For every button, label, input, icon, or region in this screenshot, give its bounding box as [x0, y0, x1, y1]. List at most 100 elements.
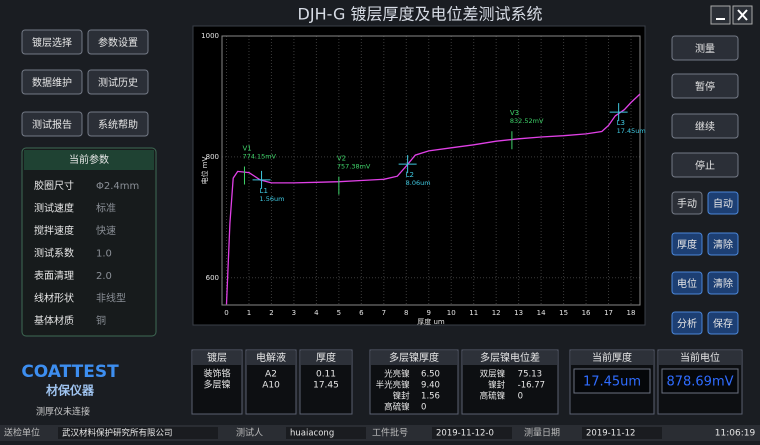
button[interactable]	[87, 111, 149, 137]
x-tick-label: 0	[224, 309, 228, 317]
status-field	[582, 427, 662, 439]
plot-area	[221, 35, 641, 306]
info-value: 0	[518, 392, 523, 402]
button-label: 暂停	[695, 80, 715, 93]
button[interactable]	[671, 73, 739, 99]
readout-box	[573, 368, 651, 394]
close-icon	[737, 9, 748, 21]
button-label: 清除	[713, 277, 733, 290]
button[interactable]	[671, 191, 703, 215]
info-value: A2	[265, 370, 277, 380]
x-tick-label: 15	[559, 309, 568, 317]
info-panel-title: 多层镍电位差	[480, 351, 540, 364]
x-tick-label: 4	[314, 309, 319, 317]
button[interactable]	[87, 29, 149, 55]
button-label: 电位	[677, 277, 697, 290]
param-label: 测试速度	[34, 202, 74, 215]
app-title: DJH-G 镀层厚度及电位差测试系统	[298, 5, 543, 24]
x-tick-label: 7	[382, 309, 386, 317]
logo-brand: COATTEST	[21, 362, 119, 382]
info-panel-header	[463, 351, 557, 365]
button[interactable]	[21, 29, 83, 55]
info-value: 6.50	[421, 370, 440, 380]
button[interactable]	[707, 232, 739, 256]
info-panel-header	[571, 351, 653, 365]
button[interactable]	[707, 311, 739, 335]
button[interactable]	[671, 113, 739, 139]
info-label: 高硫镍	[480, 391, 506, 402]
button[interactable]	[671, 35, 739, 61]
info-panel-header	[371, 351, 457, 365]
x-tick-label: 12	[492, 309, 501, 317]
button[interactable]	[21, 69, 83, 95]
x-tick-label: 3	[292, 309, 296, 317]
button-label: 参数设置	[98, 36, 138, 49]
button-label: 分析	[677, 317, 697, 330]
x-tick-label: 11	[469, 309, 478, 317]
button[interactable]	[671, 232, 703, 256]
param-label: 测试系数	[34, 247, 74, 260]
info-value: 0	[421, 403, 426, 413]
info-value: 装饰铬	[203, 368, 230, 380]
info-value: 17.45	[313, 381, 339, 391]
device-status: 测厚仪未连接	[36, 406, 90, 418]
marker-name: L2	[406, 171, 414, 179]
y-tick-label: 800	[206, 153, 219, 161]
param-label: 线材形状	[34, 292, 74, 305]
x-tick-label: 17	[604, 309, 613, 317]
info-value: 75.13	[518, 370, 542, 380]
x-tick-label: 14	[537, 309, 546, 317]
param-label: 表面清理	[34, 269, 74, 282]
info-panel-header	[247, 351, 295, 365]
y-tick-label: 1000	[201, 32, 219, 40]
x-tick-label: 9	[427, 309, 431, 317]
info-panel-title: 多层镍厚度	[389, 351, 439, 364]
button[interactable]	[707, 191, 739, 215]
button[interactable]	[707, 271, 739, 295]
button[interactable]	[87, 69, 149, 95]
button-label: 自动	[713, 197, 733, 210]
params-title: 当前参数	[69, 153, 109, 166]
y-axis-label: 电位 mV	[200, 156, 209, 184]
readout-box	[661, 368, 739, 394]
info-value: 多层镍	[203, 379, 230, 391]
param-value: 1.0	[96, 249, 112, 260]
marker-name: L1	[260, 187, 268, 195]
button-label: 测量	[695, 42, 715, 55]
marker-label: 8.06um	[406, 179, 431, 187]
logo-name: 材保仪器	[45, 383, 95, 398]
marker-cross	[398, 155, 417, 174]
button[interactable]	[671, 152, 739, 178]
button[interactable]	[671, 311, 703, 335]
status-label: 测量日期	[524, 428, 560, 439]
button-label: 保存	[713, 317, 733, 330]
button[interactable]	[671, 271, 703, 295]
info-label: 光亮镍	[384, 369, 410, 380]
info-value: -16.77	[518, 381, 545, 391]
marker-label: 1.56um	[260, 195, 285, 203]
minimize-button[interactable]	[710, 5, 731, 25]
info-value: 0.11	[316, 370, 336, 380]
x-tick-label: 10	[447, 309, 456, 317]
x-tick-label: 8	[404, 309, 408, 317]
param-value: 标准	[96, 203, 116, 215]
info-panel-title: 电解液	[256, 351, 286, 364]
button[interactable]	[21, 111, 83, 137]
button-label: 系统帮助	[98, 118, 138, 131]
info-panel-header	[659, 351, 741, 365]
readout-value: 878.69mV	[666, 375, 733, 390]
status-value: huaiacong	[290, 429, 334, 439]
button-label: 继续	[695, 120, 715, 133]
status-value: 2019-11-12	[586, 429, 635, 439]
marker-name: L3	[617, 119, 625, 127]
status-field	[286, 427, 366, 439]
info-label: 高硫镍	[384, 402, 410, 413]
param-label: 胶圈尺寸	[34, 179, 74, 192]
info-value: 1.56	[421, 392, 440, 402]
y-tick-label: 600	[206, 274, 219, 282]
x-axis-label: 厚度 um	[417, 317, 445, 326]
params-header	[24, 150, 154, 170]
x-tick-label: 18	[627, 309, 636, 317]
button-label: 镀层选择	[32, 36, 72, 49]
